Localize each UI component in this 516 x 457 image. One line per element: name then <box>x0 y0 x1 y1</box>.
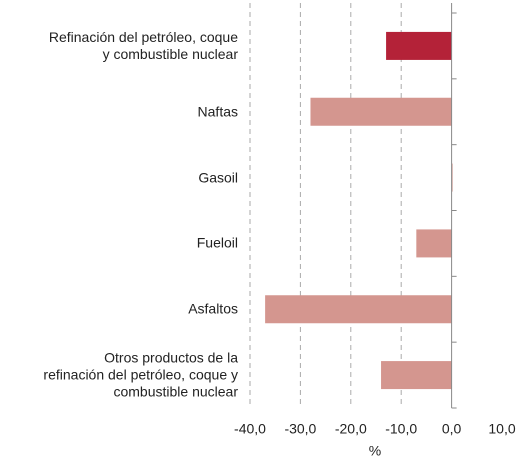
y-tick-label: Fueloil <box>196 234 238 251</box>
x-axis-label: % <box>369 443 381 457</box>
y-tick-label: Refinación del petróleo, coque y combust… <box>48 28 238 62</box>
bar <box>265 295 452 324</box>
bar <box>451 163 453 192</box>
bar <box>416 229 452 258</box>
y-tick-label: Naftas <box>197 103 238 120</box>
x-tick-label: -10,0 <box>385 421 417 437</box>
y-tick-label: Otros productos de la refinación del pet… <box>43 349 238 400</box>
y-tick-label: Asfaltos <box>188 300 238 317</box>
bar <box>386 31 452 60</box>
x-tick-label: 10,0 <box>488 421 515 437</box>
x-tick-label: -40,0 <box>234 421 266 437</box>
x-tick-label: -30,0 <box>284 421 316 437</box>
x-tick-label: 0,0 <box>442 421 462 437</box>
bar <box>381 361 452 390</box>
x-tick-label: -20,0 <box>335 421 367 437</box>
y-tick-label: Gasoil <box>198 169 238 186</box>
bar <box>310 97 452 126</box>
